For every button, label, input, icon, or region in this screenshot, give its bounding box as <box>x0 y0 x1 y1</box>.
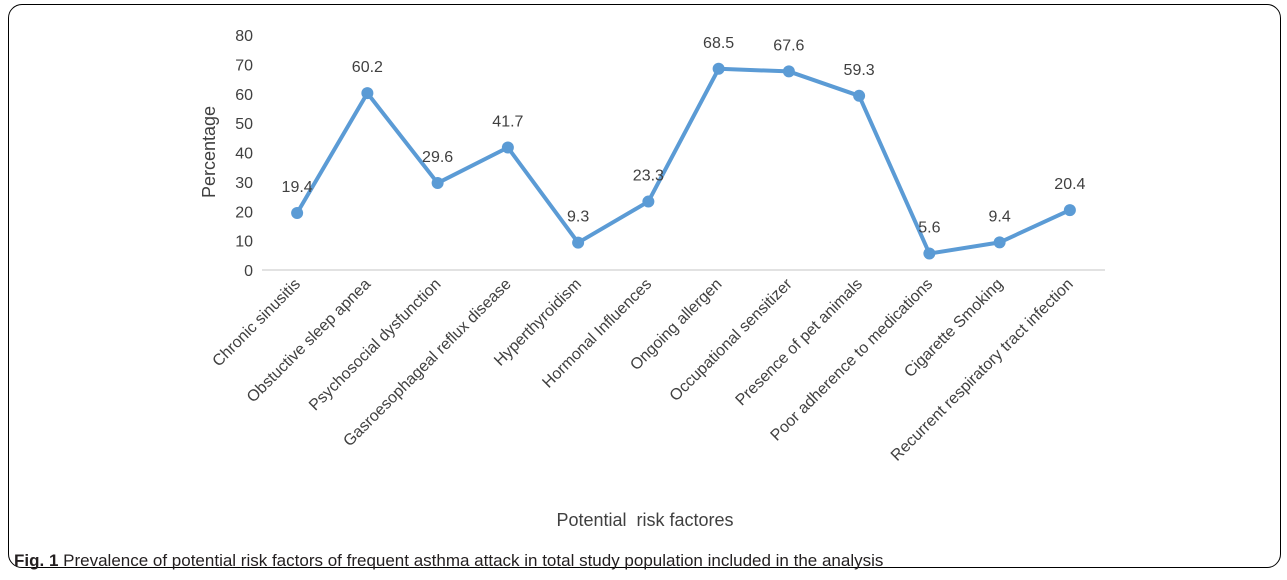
data-point <box>712 62 725 75</box>
y-axis-title: Percentage <box>199 106 219 198</box>
y-tick-label: 70 <box>235 57 253 74</box>
data-label: 20.4 <box>1054 176 1085 193</box>
data-point <box>501 141 514 154</box>
data-label: 29.6 <box>422 149 453 166</box>
y-tick-label: 60 <box>235 87 253 104</box>
data-label: 68.5 <box>703 35 734 52</box>
data-label: 9.3 <box>567 209 589 226</box>
data-point <box>361 87 374 100</box>
x-tick-label: Occupational sensitizer <box>667 275 796 404</box>
data-label: 67.6 <box>773 37 804 54</box>
data-point <box>642 195 655 208</box>
data-point <box>431 177 444 190</box>
y-axis-ticks: 0 10 20 30 40 50 60 70 80 <box>235 28 253 280</box>
caption-label: Fig. 1 <box>14 551 59 570</box>
data-points <box>291 62 1076 260</box>
x-axis-title: Potential risk factores <box>556 510 733 530</box>
x-tick-label: Presence of pet animals <box>733 276 866 409</box>
y-tick-label: 0 <box>244 263 253 280</box>
y-tick-label: 10 <box>235 234 253 251</box>
figure-frame <box>8 4 1281 568</box>
data-point <box>291 207 304 220</box>
data-label: 9.4 <box>989 208 1011 225</box>
data-point <box>853 89 866 102</box>
data-point <box>923 247 936 260</box>
data-label: 23.3 <box>633 168 664 185</box>
data-label: 5.6 <box>918 220 940 237</box>
y-tick-label: 80 <box>235 28 253 45</box>
data-labels: 19.4 60.2 29.6 41.7 9.3 23.3 68.5 67.6 59.3 5.6 9.… <box>282 35 1086 237</box>
data-point <box>782 65 795 78</box>
data-point <box>1063 204 1076 217</box>
data-point <box>572 236 585 249</box>
data-label: 41.7 <box>492 114 523 131</box>
series-line <box>295 66 1071 256</box>
data-label: 59.3 <box>844 62 875 79</box>
data-point <box>993 236 1006 249</box>
caption-text: Prevalence of potential risk factors of … <box>58 551 884 570</box>
x-tick-label: Obstuctive sleep apnea <box>244 276 374 406</box>
data-label: 19.4 <box>282 179 313 196</box>
x-tick-label: Psychosocial dysfunction <box>306 276 444 414</box>
figure-caption: Fig. 1 Prevalence of potential risk fact… <box>14 551 883 571</box>
data-label: 60.2 <box>352 59 383 76</box>
line-chart: 0 10 20 30 40 50 60 70 80 19.4 60.2 29.6 41.7 9.3 23.… <box>199 28 1105 530</box>
y-tick-label: 50 <box>235 116 253 133</box>
y-tick-label: 20 <box>235 204 253 221</box>
y-tick-label: 40 <box>235 146 253 163</box>
y-tick-label: 30 <box>235 175 253 192</box>
